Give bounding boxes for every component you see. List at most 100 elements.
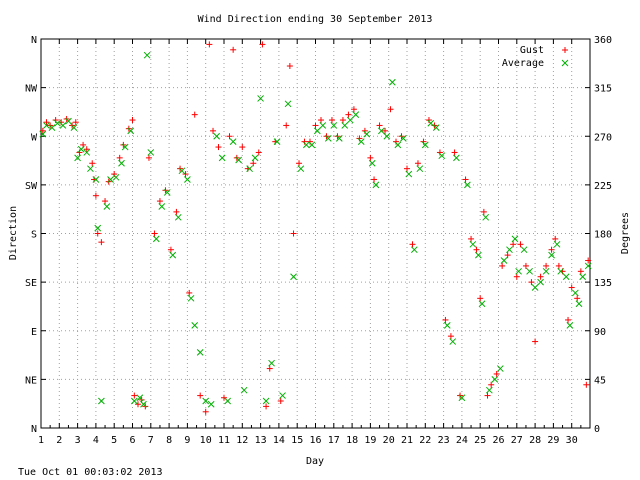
average-point [174, 213, 182, 221]
x-tick-label: 14 [273, 435, 285, 446]
legend-label-gust: Gust [520, 45, 544, 56]
gust-point [488, 381, 495, 388]
timestamp: Tue Oct 01 00:03:02 2013 [18, 467, 163, 478]
average-point [319, 122, 327, 129]
chart-title: Wind Direction ending 30 September 2013 [198, 14, 433, 25]
average-point [54, 119, 61, 127]
average-point [363, 130, 371, 138]
gust-point [202, 408, 209, 415]
gust-point [286, 63, 293, 70]
average-point [537, 278, 544, 286]
gust-point [574, 295, 581, 302]
average-point [368, 159, 376, 167]
gust-point [182, 171, 189, 178]
gust-point [414, 160, 421, 167]
y-tick-label-left: NW [25, 84, 38, 95]
average-point [399, 135, 407, 142]
gust-point [94, 230, 101, 237]
average-point [77, 145, 85, 153]
gust-point [151, 230, 158, 237]
gust-point [510, 241, 517, 248]
gust-point [468, 235, 475, 242]
average-point [449, 338, 457, 345]
y-tick-label-left: S [31, 230, 37, 241]
gust-point [102, 198, 109, 205]
gust-point [339, 117, 346, 124]
average-point [308, 141, 316, 149]
gust-point [134, 401, 141, 408]
average-point [257, 95, 264, 102]
x-tick-label: 4 [93, 435, 99, 446]
average-point [240, 386, 248, 394]
gust-point [409, 241, 416, 248]
average-point [163, 189, 171, 196]
y-tick-label-left: SW [25, 181, 38, 192]
gust-point [583, 381, 590, 388]
average-point [464, 181, 471, 189]
gust-point [215, 144, 222, 151]
gust-point [451, 149, 458, 156]
average-point [262, 397, 270, 405]
average-point [324, 135, 332, 142]
average-point [394, 141, 402, 149]
average-point [302, 141, 310, 149]
gust-point [39, 127, 46, 134]
x-tick-label: 22 [419, 435, 431, 446]
average-point [335, 135, 343, 142]
average-point [187, 294, 195, 302]
average-point [531, 284, 539, 291]
gust-point [197, 392, 204, 399]
average-point [284, 100, 292, 108]
average-point [48, 124, 56, 131]
y-tick-label-right: 315 [594, 84, 612, 95]
y-tick-label-left: N [31, 424, 37, 435]
average-point [74, 154, 81, 162]
average-point [70, 124, 78, 131]
average-point [478, 300, 486, 308]
gust-point [266, 365, 273, 372]
x-tick-label: 16 [309, 435, 321, 446]
average-point [427, 119, 435, 127]
gust-point [565, 316, 572, 323]
legend-marker-average [561, 59, 569, 67]
average-point [500, 257, 508, 264]
average-point [229, 138, 237, 146]
average-point [383, 132, 391, 140]
x-tick-label: 13 [255, 435, 267, 446]
average-point [235, 156, 242, 164]
average-point [453, 154, 460, 162]
gust-point [259, 41, 266, 48]
average-point [548, 251, 555, 259]
average-point [92, 176, 100, 183]
average-point [496, 365, 504, 372]
average-point [553, 240, 561, 248]
average-point [290, 273, 297, 281]
average-point [421, 141, 429, 149]
gust-point [543, 262, 550, 269]
gust-point [552, 235, 559, 242]
gust-point [210, 127, 217, 134]
average-point [169, 251, 177, 259]
x-axis-label: Day [306, 456, 324, 467]
average-point [184, 176, 191, 183]
gust-point [191, 111, 198, 118]
series-average [39, 51, 592, 408]
average-point [515, 267, 522, 275]
average-point [372, 181, 380, 189]
gust-point [226, 133, 233, 140]
average-point [98, 397, 105, 405]
average-point [557, 267, 565, 275]
x-tick-label: 19 [364, 435, 376, 446]
x-tick-label: 5 [111, 435, 117, 446]
y-tick-label-left: N [31, 35, 37, 46]
average-point [87, 165, 94, 173]
average-point [152, 235, 160, 243]
average-point [178, 167, 186, 175]
gust-point [447, 333, 454, 340]
gust-point [555, 262, 562, 269]
x-tick-label: 7 [148, 435, 154, 446]
plot-frame [40, 38, 591, 429]
average-point [341, 122, 349, 129]
gust-point [532, 338, 539, 345]
